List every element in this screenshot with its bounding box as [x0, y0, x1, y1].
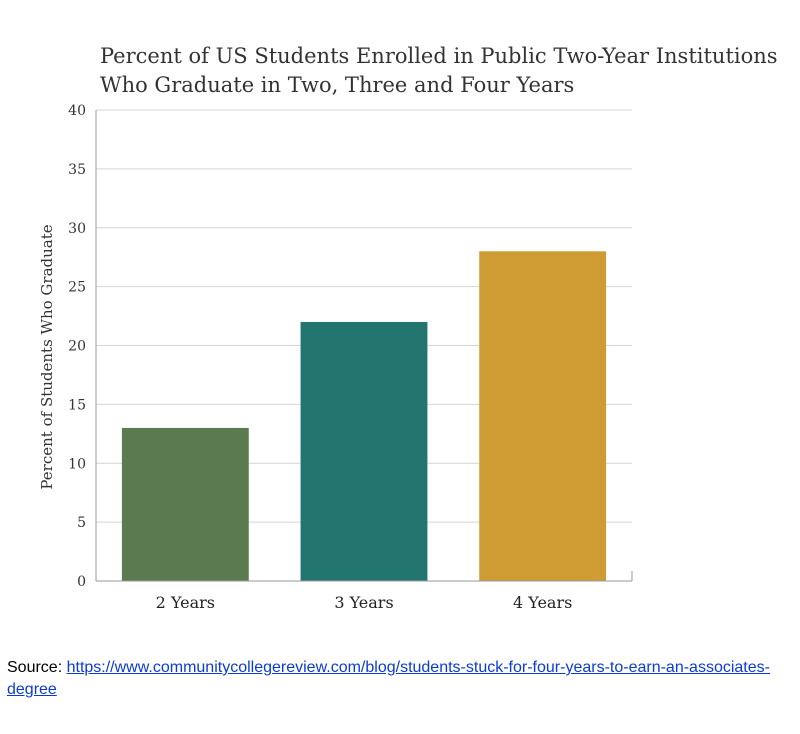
- x-tick-label-2-years: 2 Years: [156, 593, 215, 612]
- bar-2-years: [121, 427, 249, 581]
- source-note: Source: https://www.communitycollegerevi…: [7, 657, 793, 701]
- chart-title-line-1: Percent of US Students Enrolled in Publi…: [100, 44, 778, 68]
- y-tick-label-25: 25: [68, 280, 86, 296]
- bar-chart: Percent of US Students Enrolled in Publi…: [38, 44, 778, 612]
- y-tick-label-15: 15: [68, 397, 86, 413]
- y-tick-label-30: 30: [68, 221, 86, 237]
- y-axis-title: Percent of Students Who Graduate: [38, 224, 56, 489]
- x-axis-ticks: 2 Years 3 Years 4 Years: [156, 593, 573, 612]
- y-tick-label-0: 0: [77, 574, 86, 590]
- y-tick-label-10: 10: [68, 456, 86, 472]
- source-prefix: Source:: [7, 659, 67, 676]
- y-tick-label-35: 35: [68, 162, 86, 178]
- y-tick-label-40: 40: [68, 103, 86, 119]
- x-tick-label-4-years: 4 Years: [513, 593, 572, 612]
- bar-4-years: [479, 251, 607, 582]
- axes: [95, 110, 633, 582]
- source-link[interactable]: https://www.communitycollegereview.com/b…: [7, 659, 770, 698]
- y-tick-label-5: 5: [77, 515, 86, 531]
- chart-title-line-2: Who Graduate in Two, Three and Four Year…: [100, 73, 574, 97]
- bar-3-years: [300, 321, 428, 581]
- bars: [121, 251, 607, 582]
- y-tick-label-20: 20: [68, 339, 86, 355]
- x-tick-label-3-years: 3 Years: [334, 593, 393, 612]
- y-axis-ticks: 0 5 10 15 20 25 30 35 40: [68, 103, 86, 590]
